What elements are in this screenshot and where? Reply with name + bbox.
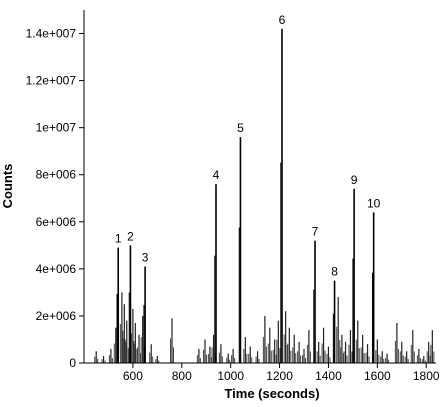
peak-label: 5 (237, 121, 244, 135)
y-ticks-group: 0 2e+006 4e+006 6e+006 8e+006 1e+007 1.2e+007 1… (26, 27, 84, 370)
x-tick-label: 800 (172, 369, 192, 383)
x-tick-label: 1600 (364, 369, 391, 383)
x-ticks-group: 600 800 1000 1200 1400 1600 1800 (123, 363, 440, 383)
peak-label: 2 (127, 229, 134, 243)
y-tick-label: 1e+007 (36, 121, 77, 135)
y-axis-title: Counts (0, 164, 15, 209)
peak-label: 7 (312, 225, 319, 239)
peak-label: 9 (351, 173, 358, 187)
x-axis-title: Time (seconds) (224, 386, 319, 401)
peak-label: 8 (331, 265, 338, 279)
peak-label: 6 (279, 13, 286, 27)
peak-label: 1 (115, 232, 122, 246)
peak-label: 3 (142, 251, 149, 265)
x-tick-label: 1800 (413, 369, 440, 383)
x-tick-label: 1000 (217, 369, 244, 383)
axes-group (83, 10, 436, 364)
x-tick-label: 600 (123, 369, 143, 383)
y-tick-label: 1.4e+007 (26, 27, 77, 41)
peak-label: 4 (213, 168, 220, 182)
y-tick-label: 6e+006 (36, 215, 77, 229)
x-tick-label: 1400 (315, 369, 342, 383)
y-tick-label: 8e+006 (36, 168, 77, 182)
y-tick-label: 1.2e+007 (26, 74, 77, 88)
x-tick-label: 1200 (266, 369, 293, 383)
y-tick-label: 2e+006 (36, 309, 77, 323)
peak-labels-group: 1 23 4 5 6 7 8 9 10 (115, 13, 381, 279)
y-tick-label: 4e+006 (36, 262, 77, 276)
y-tick-label: 0 (69, 356, 76, 370)
trace-group (94, 28, 435, 363)
peak-label: 10 (367, 196, 381, 210)
